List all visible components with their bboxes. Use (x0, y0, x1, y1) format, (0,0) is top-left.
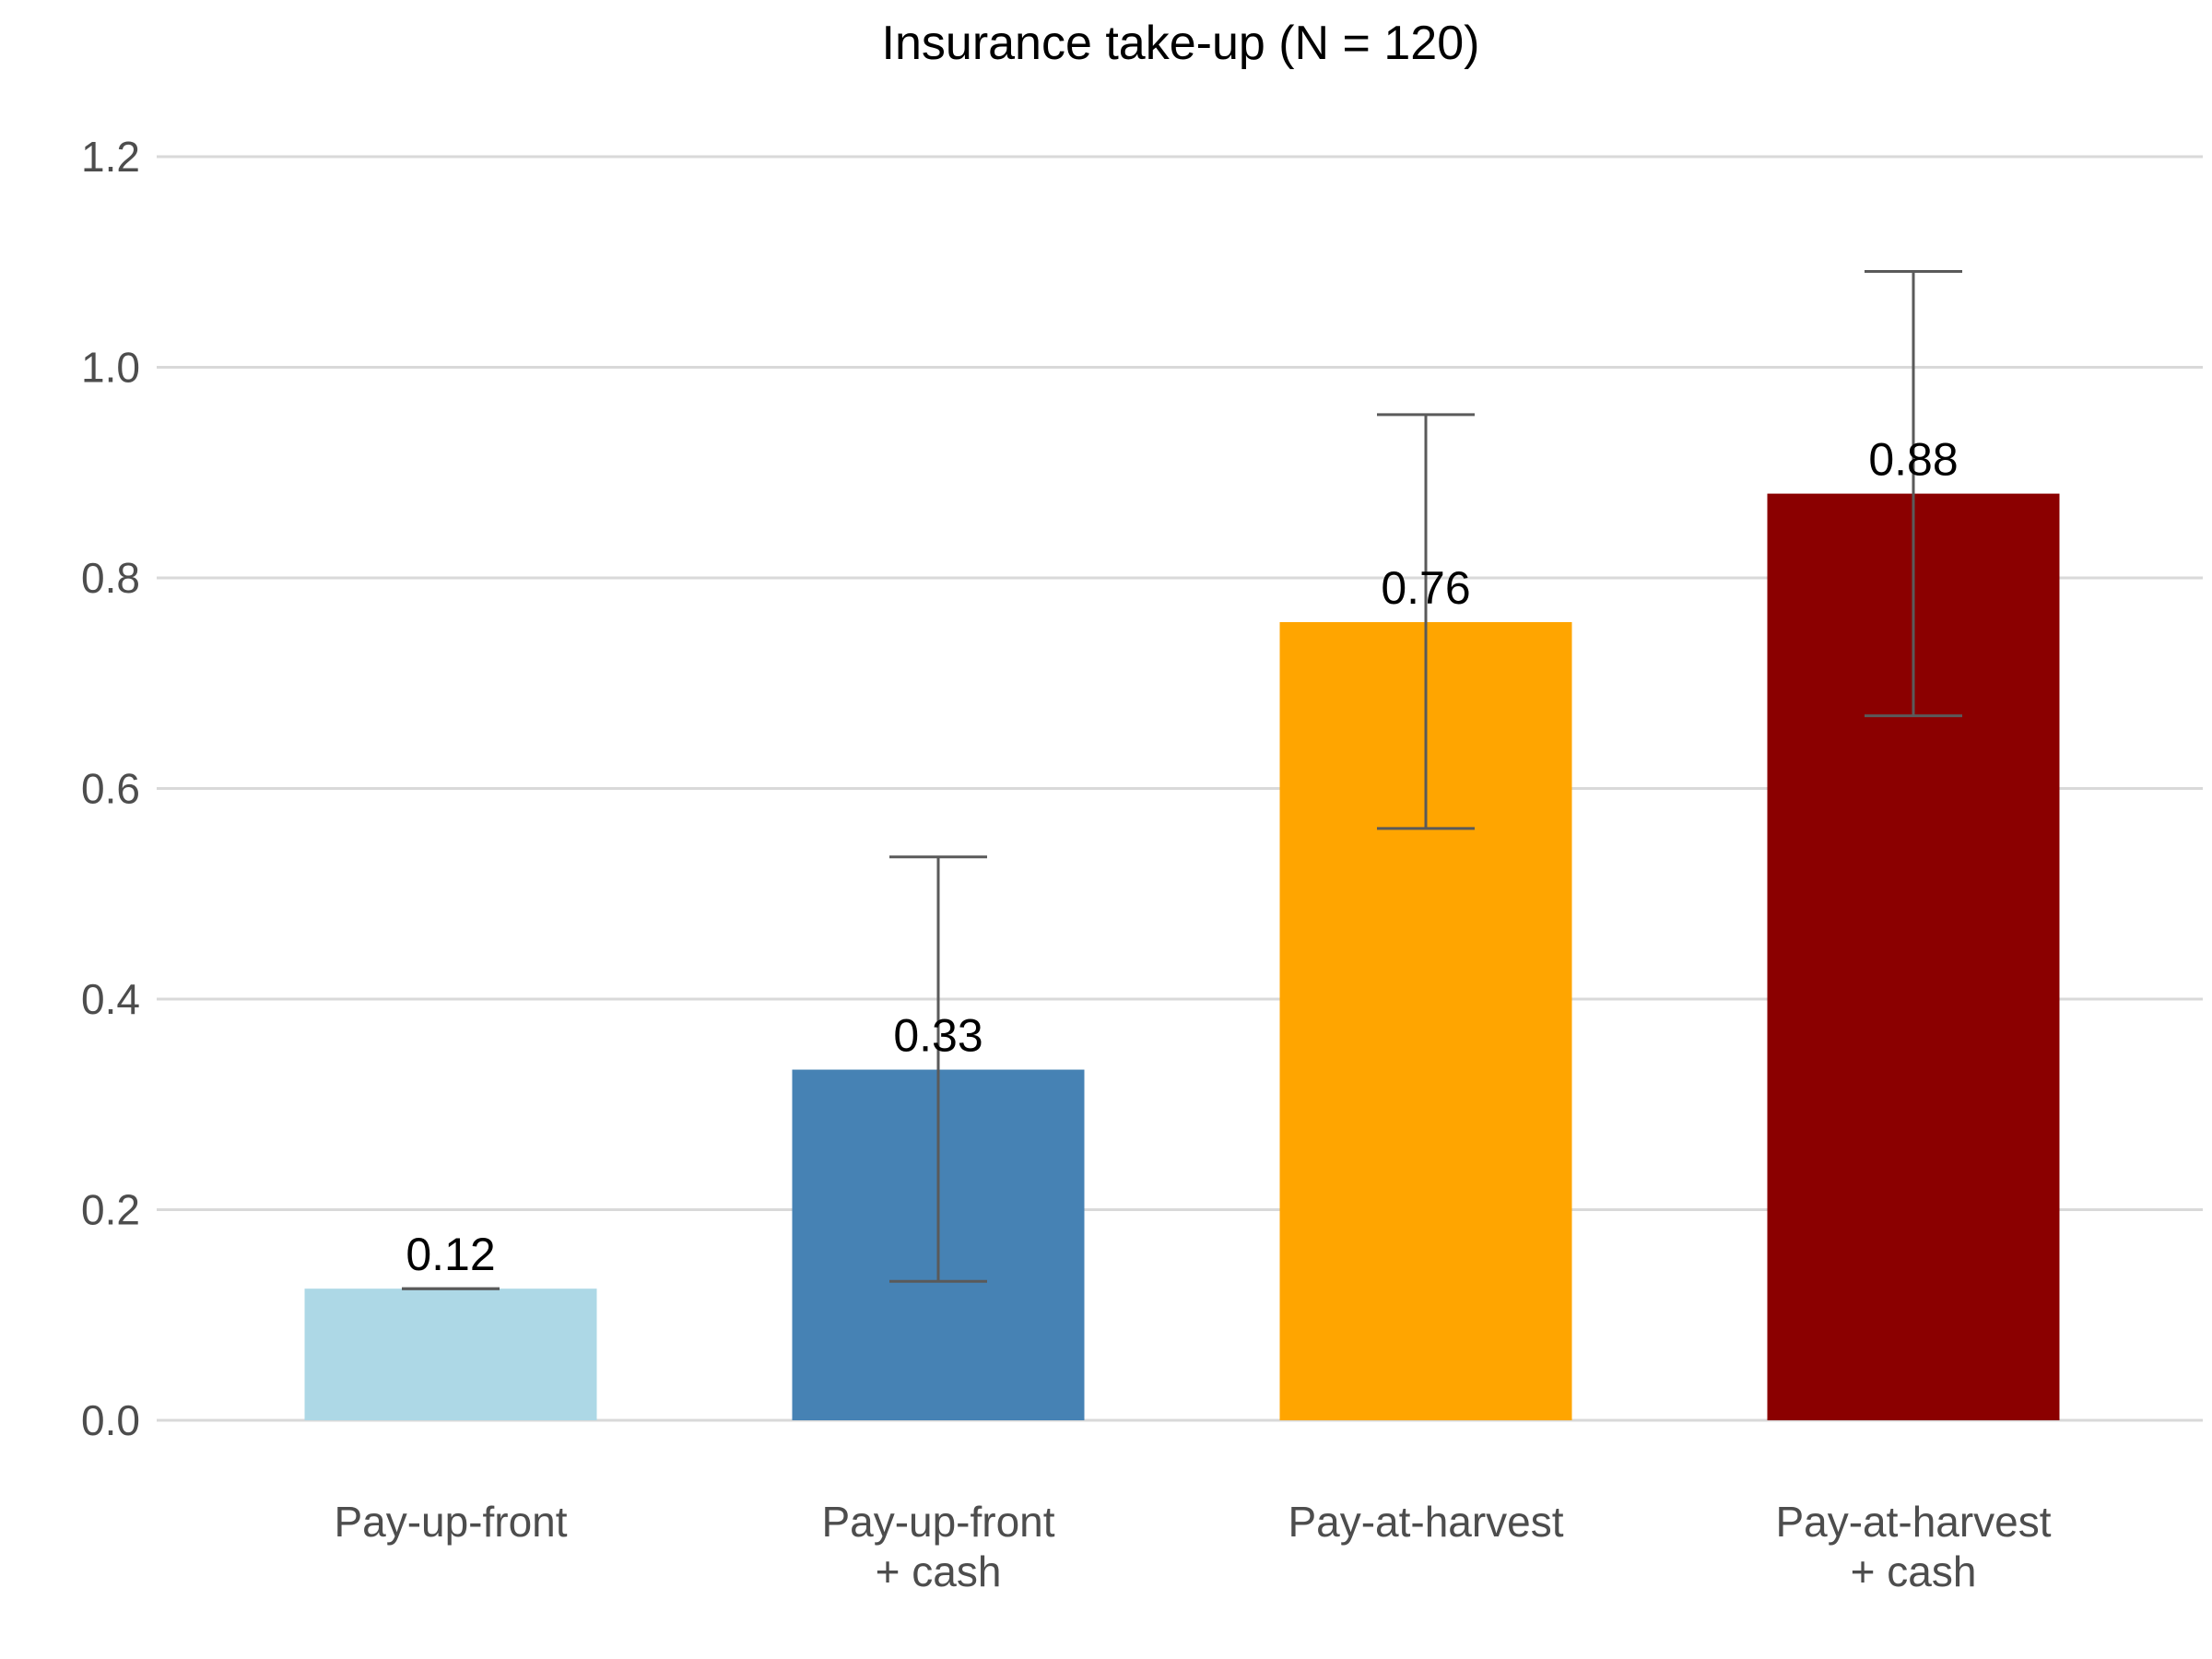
x-tick-label: Pay-at-harvest + cash (1775, 1498, 2051, 1595)
y-tick-label: 0.4 (81, 975, 140, 1023)
x-tick-label-line: Pay-at-harvest (1775, 1498, 2051, 1546)
x-tick-label-line: Pay-at-harvest (1288, 1498, 1563, 1546)
x-tick-label: Pay-at-harvest (1288, 1498, 1563, 1546)
y-tick-label: 1.0 (81, 344, 140, 392)
bar (304, 1288, 597, 1420)
y-tick-label: 0.6 (81, 765, 140, 813)
data-labels: 0.12 0.33 0.76 0.88 (406, 434, 1958, 1281)
x-tick-label-line: Pay-up-front (334, 1498, 567, 1546)
error-bar (889, 855, 987, 1283)
error-bars (402, 270, 1962, 1290)
y-tick-label: 1.2 (81, 133, 140, 181)
bars (304, 493, 2060, 1420)
x-tick-label: Pay-up-front + cash (821, 1498, 1054, 1595)
gridlines (157, 155, 2203, 1422)
error-bar (1865, 270, 1962, 718)
x-axis-tick-labels: Pay-up-front Pay-up-front + cashPay-at-har… (334, 1498, 2051, 1595)
data-label: 0.12 (406, 1229, 495, 1280)
x-tick-label-line: + cash (1851, 1547, 1977, 1595)
data-label: 0.76 (1381, 562, 1470, 614)
y-axis-tick-labels: 0.0 0.2 0.4 0.6 0.8 1.0 1.2 (81, 133, 140, 1444)
x-tick-label: Pay-up-front (334, 1498, 567, 1546)
x-tick-label-line: Pay-up-front (821, 1498, 1054, 1546)
x-tick-label-line: + cash (876, 1547, 1002, 1595)
y-tick-label: 0.8 (81, 554, 140, 602)
y-tick-label: 0.2 (81, 1186, 140, 1234)
chart-title: Insurance take-up (N = 120) (882, 17, 1480, 70)
data-label: 0.33 (893, 1010, 982, 1062)
y-tick-label: 0.0 (81, 1396, 140, 1444)
data-label: 0.88 (1868, 434, 1958, 486)
error-bar (1377, 413, 1475, 830)
